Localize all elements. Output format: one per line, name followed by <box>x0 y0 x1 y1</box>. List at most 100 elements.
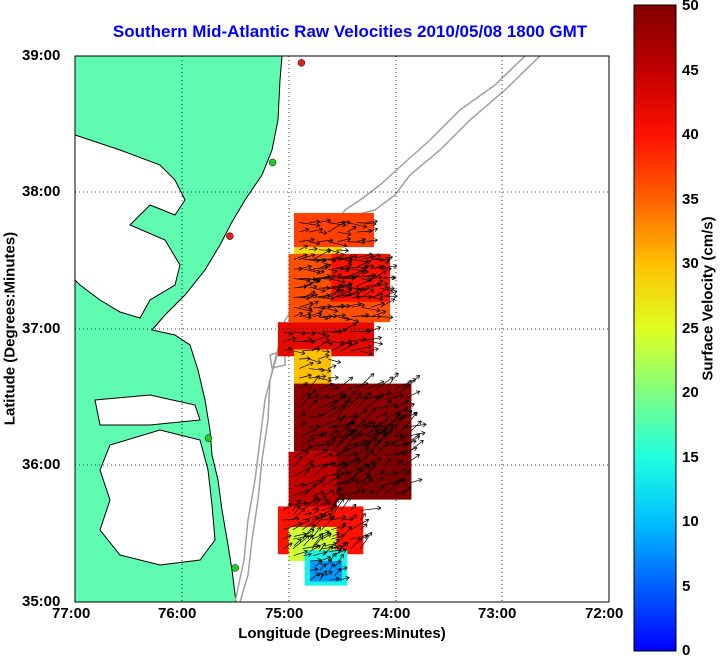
velocity-arrow <box>360 505 382 511</box>
velocity-arrow <box>308 300 319 308</box>
x-tick-label: 77:00 <box>52 605 91 622</box>
velocity-arrow <box>374 470 385 476</box>
velocity-arrow <box>337 220 351 225</box>
velocity-arrow <box>319 570 328 581</box>
velocity-arrow <box>374 484 385 495</box>
velocity-arrow <box>366 227 378 233</box>
y-tick-label: 36:00 <box>22 456 61 473</box>
velocity-arrow <box>308 227 324 233</box>
colorbar-tick-label: 40 <box>682 126 699 143</box>
velocity-arrow <box>293 549 308 556</box>
velocity-arrow <box>384 426 394 438</box>
velocity-arrow <box>322 273 336 279</box>
velocity-arrow <box>338 541 347 552</box>
velocity-arrow <box>337 393 348 399</box>
velocity-arrow <box>299 389 317 409</box>
velocity-arrow <box>385 407 409 419</box>
velocity-arrow <box>384 458 392 466</box>
velocity-arrow <box>365 464 376 476</box>
velocity-arrow <box>322 263 332 270</box>
velocity-arrow <box>308 393 320 399</box>
velocity-arrow <box>313 490 325 496</box>
velocity-arrow <box>299 237 315 243</box>
y-tick-label: 35:00 <box>22 593 61 610</box>
velocity-arrow <box>303 468 310 477</box>
velocity-arrow <box>293 311 304 318</box>
velocity-arrow <box>308 268 325 274</box>
velocity-arrow <box>334 567 342 577</box>
velocity-arrow <box>394 479 401 485</box>
velocity-arrow <box>336 267 350 273</box>
velocity-arrow <box>328 222 347 228</box>
velocity-arrow <box>322 471 345 477</box>
velocity-arrow <box>370 301 385 308</box>
velocity-arrow <box>365 425 377 438</box>
radar-station-marker <box>226 232 234 240</box>
velocity-arrow <box>403 453 420 466</box>
velocity-arrow <box>303 450 309 458</box>
velocity-arrow <box>365 295 384 302</box>
velocity-arrow <box>374 430 385 438</box>
velocity-arrow <box>308 399 318 409</box>
albemarle-sound <box>94 394 201 426</box>
velocity-arrow <box>374 457 381 466</box>
y-tick-label: 37:00 <box>22 320 61 337</box>
velocity-arrow <box>315 572 324 578</box>
velocity-arrow <box>318 399 338 409</box>
velocity-arrow <box>384 285 395 291</box>
velocity-arrow <box>309 544 321 552</box>
velocity-arrow <box>351 268 369 274</box>
velocity-arrow <box>360 335 382 342</box>
velocity-arrow <box>337 398 352 418</box>
velocity-arrow <box>303 552 312 557</box>
velocity-arrow <box>299 411 306 418</box>
x-tick-label: 73:00 <box>478 605 517 622</box>
velocity-arrow <box>303 315 312 320</box>
velocity-arrow <box>340 322 357 333</box>
velocity-arrow <box>346 458 361 466</box>
colorbar-tick-label: 30 <box>682 255 699 272</box>
colorbar-tick-label: 25 <box>682 320 699 337</box>
velocity-cell <box>293 212 375 248</box>
velocity-arrow <box>360 535 369 540</box>
velocity-arrow <box>327 429 339 438</box>
velocity-arrow <box>321 516 333 522</box>
velocity-arrow <box>283 503 292 511</box>
velocity-arrow <box>332 476 355 487</box>
velocity-arrow <box>318 394 330 400</box>
velocity-arrow <box>366 238 378 243</box>
velocity-arrow <box>347 222 368 229</box>
velocity-arrow <box>321 349 330 354</box>
velocity-arrow <box>299 301 314 308</box>
velocity-arrow <box>332 447 349 458</box>
velocity-arrow <box>336 287 352 297</box>
velocity-arrow <box>332 538 340 547</box>
velocity-arrow <box>319 555 332 562</box>
velocity-arrow <box>292 519 310 530</box>
velocity-arrow <box>340 497 351 511</box>
velocity-arrow <box>299 361 314 369</box>
velocity-arrow <box>318 218 331 224</box>
velocity-arrow <box>365 437 378 447</box>
velocity-arrow <box>303 460 314 468</box>
velocity-arrow <box>308 424 321 429</box>
velocity-arrow <box>337 237 351 242</box>
velocity-arrow <box>347 391 356 399</box>
plot-frame <box>74 55 610 603</box>
velocity-arrow <box>318 354 330 360</box>
colorbar-tick-label: 5 <box>682 578 691 595</box>
velocity-arrow <box>359 513 366 521</box>
velocity-arrow <box>365 254 375 260</box>
velocity-arrow <box>332 532 340 537</box>
velocity-arrow <box>380 314 394 320</box>
velocity-arrow <box>322 532 331 537</box>
radar-stations <box>204 59 306 572</box>
velocity-arrow <box>375 376 394 390</box>
velocity-arrow <box>365 490 375 495</box>
velocity-arrow <box>328 358 342 365</box>
velocity-arrow <box>346 286 360 291</box>
velocity-arrow <box>346 254 358 259</box>
velocity-arrow <box>293 253 308 260</box>
velocity-arrow <box>327 364 337 369</box>
